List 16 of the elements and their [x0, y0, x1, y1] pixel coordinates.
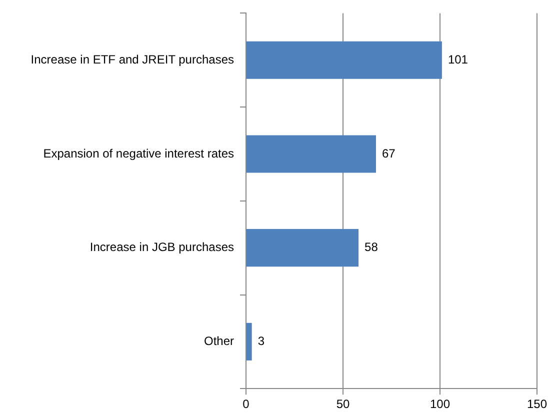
y-tick-label: Other	[204, 334, 234, 348]
data-label: 67	[382, 146, 396, 160]
data-label: 58	[364, 240, 378, 254]
x-tick-label: 150	[526, 397, 548, 412]
x-tick-label: 0	[242, 397, 250, 412]
bar	[246, 135, 376, 173]
y-tick-label: Increase in ETF and JREIT purchases	[30, 52, 234, 66]
data-label: 3	[258, 334, 265, 348]
bar	[246, 229, 359, 267]
x-tick-label: 100	[430, 397, 450, 412]
data-label: 101	[448, 52, 468, 66]
bar	[246, 41, 442, 79]
y-tick-label: Increase in JGB purchases	[90, 240, 234, 254]
x-tick-label: 50	[336, 397, 350, 412]
y-tick-label: Expansion of negative interest rates	[43, 146, 234, 160]
bar	[246, 322, 252, 360]
